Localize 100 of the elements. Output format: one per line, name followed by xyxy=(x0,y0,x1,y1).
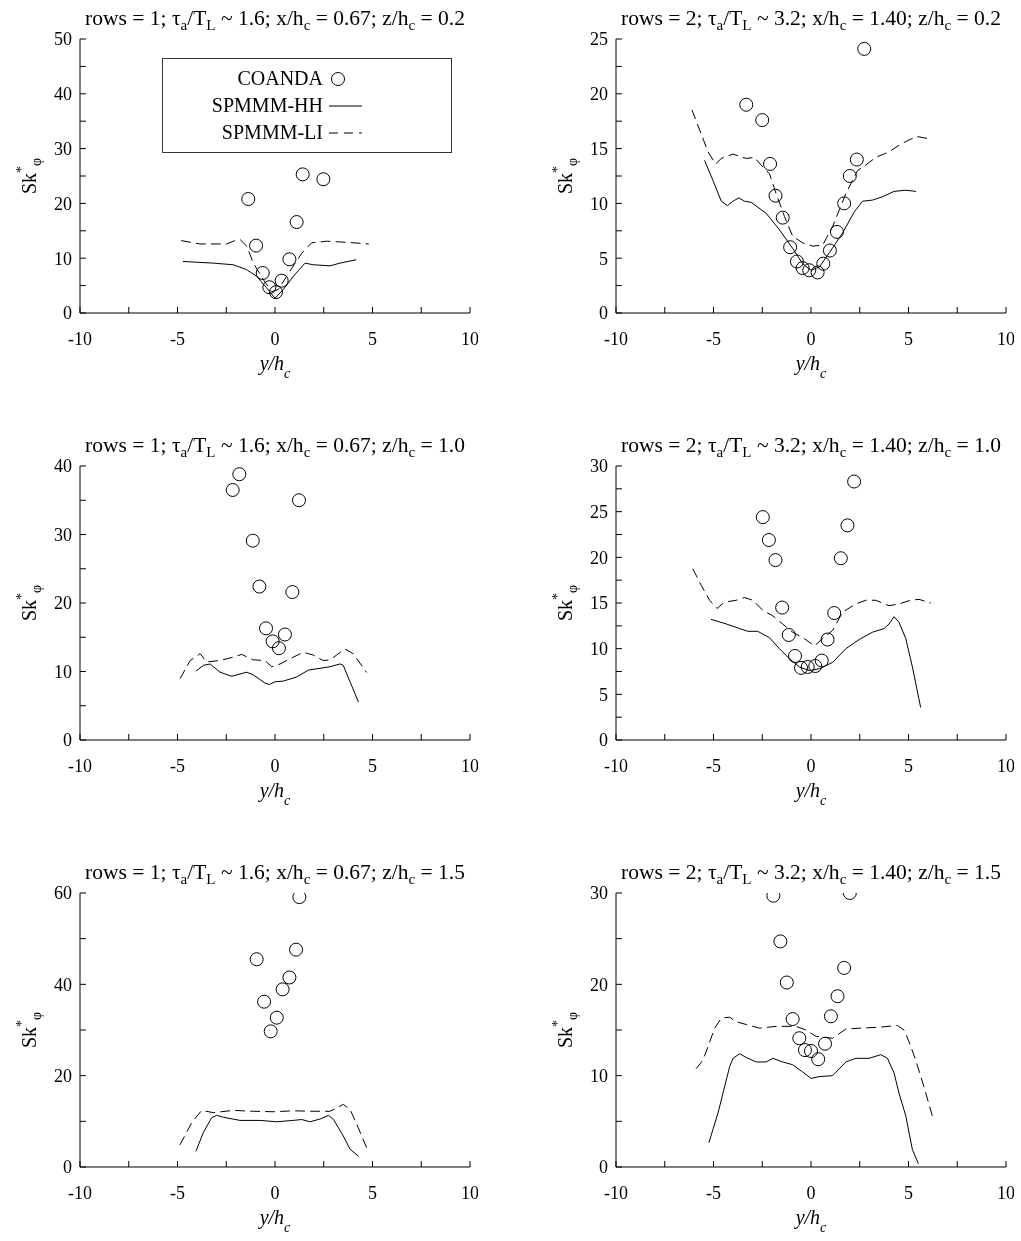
point xyxy=(275,982,290,997)
line-series xyxy=(710,616,922,708)
x-tick-label: 5 xyxy=(904,1182,913,1203)
x-tick-label: 0 xyxy=(806,755,816,776)
point xyxy=(837,960,852,975)
point xyxy=(837,196,852,211)
y-tick-label: 40 xyxy=(54,456,72,477)
point xyxy=(285,585,300,600)
y-tick-label: 60 xyxy=(54,883,72,904)
point xyxy=(277,627,292,642)
y-tick-label: 20 xyxy=(590,974,608,995)
legend-label: SPMMM-LI xyxy=(220,121,323,144)
chart-title: rows = 2; τ$_{a}$/T$_{L}$ ~ 3.2; x/h$_{c}$ = 1.40; z/h$_{c}$ = 0.2 xyxy=(621,6,1001,34)
x-axis-title: y/h$_{c}$ xyxy=(793,1206,828,1235)
point xyxy=(282,252,297,267)
y-tick-label: 0 xyxy=(599,303,608,324)
x-tick-label: 0 xyxy=(270,755,280,776)
point xyxy=(785,1012,800,1027)
x-tick-label: 0 xyxy=(270,1182,280,1203)
x-axis-title: y/h$_{c}$ xyxy=(793,779,828,808)
point xyxy=(289,942,304,957)
legend-label: SPMMM-HH xyxy=(210,94,323,117)
chart-title: rows = 2; τ$_{a}$/T$_{L}$ ~ 3.2; x/h$_{c}$ = 1.40; z/h$_{c}$ = 1.0 xyxy=(621,433,1001,461)
y-tick-label: 20 xyxy=(54,593,72,614)
x-tick-label: 5 xyxy=(904,755,913,776)
point xyxy=(783,240,798,255)
line-series xyxy=(179,1103,368,1149)
x-tick-label: -10 xyxy=(604,1182,628,1203)
point xyxy=(840,518,855,533)
point xyxy=(822,243,837,258)
line-series xyxy=(708,1053,919,1164)
x-axis-title: y/h$_{c}$ xyxy=(257,779,292,808)
point xyxy=(282,970,297,985)
x-axis-title: y/h$_{c}$ xyxy=(793,352,828,381)
point xyxy=(847,474,862,489)
x-tick-label: -10 xyxy=(68,328,92,349)
point xyxy=(269,1010,284,1025)
y-tick-label: 50 xyxy=(54,29,72,50)
x-axis-title: y/h$_{c}$ xyxy=(257,1206,292,1235)
y-tick-label: 10 xyxy=(54,248,72,269)
y-tick-label: 30 xyxy=(590,883,608,904)
x-tick-label: 5 xyxy=(368,328,377,349)
point xyxy=(263,1024,278,1039)
x-tick-label: 0 xyxy=(806,1182,816,1203)
point xyxy=(775,210,790,225)
chart-title: rows = 1; τ$_{a}$/T$_{L}$ ~ 1.6; x/h$_{c}$ = 0.67; z/h$_{c}$ = 0.2 xyxy=(85,6,465,34)
x-tick-label: 5 xyxy=(904,328,913,349)
x-tick-label: 5 xyxy=(368,755,377,776)
y-tick-label: 15 xyxy=(590,593,608,614)
chart-title: rows = 1; τ$_{a}$/T$_{L}$ ~ 1.6; x/h$_{c}$ = 0.67; z/h$_{c}$ = 1.0 xyxy=(85,433,465,461)
point xyxy=(755,510,770,525)
point xyxy=(295,167,310,182)
legend-label: COANDA xyxy=(236,67,323,90)
point xyxy=(823,1009,838,1024)
point xyxy=(245,533,260,548)
point xyxy=(827,606,842,621)
point xyxy=(781,627,796,642)
point xyxy=(289,215,304,230)
y-tick-label: 5 xyxy=(599,248,608,269)
x-tick-label: -10 xyxy=(604,755,628,776)
point xyxy=(274,273,289,288)
point xyxy=(249,238,264,253)
x-tick-label: -10 xyxy=(604,328,628,349)
point xyxy=(252,579,267,594)
y-tick-label: 20 xyxy=(590,547,608,568)
x-tick-label: -5 xyxy=(706,328,721,349)
y-tick-label: 10 xyxy=(54,661,72,682)
y-tick-label: 10 xyxy=(590,193,608,214)
y-tick-label: 30 xyxy=(54,524,72,545)
x-tick-label: 10 xyxy=(997,1182,1015,1203)
point xyxy=(241,192,256,207)
point xyxy=(763,156,778,171)
point xyxy=(773,934,788,949)
point xyxy=(810,265,825,280)
point xyxy=(249,952,264,967)
point xyxy=(755,113,770,128)
y-tick-label: 0 xyxy=(63,730,72,751)
y-tick-label: 0 xyxy=(63,303,72,324)
point xyxy=(833,551,848,566)
y-tick-label: 30 xyxy=(54,138,72,159)
point xyxy=(811,1052,826,1067)
x-tick-label: 10 xyxy=(997,328,1015,349)
point xyxy=(802,263,817,278)
y-tick-label: 0 xyxy=(599,1157,608,1178)
point xyxy=(739,97,754,112)
point xyxy=(820,632,835,647)
point xyxy=(792,1031,807,1046)
y-tick-label: 30 xyxy=(590,456,608,477)
x-tick-label: 0 xyxy=(806,328,816,349)
x-tick-label: 10 xyxy=(461,328,479,349)
point xyxy=(788,648,803,663)
y-tick-label: 20 xyxy=(54,1066,72,1087)
point xyxy=(291,493,306,508)
point xyxy=(768,188,783,203)
point xyxy=(761,532,776,547)
point xyxy=(789,254,804,269)
point xyxy=(818,1036,833,1051)
point xyxy=(255,266,270,280)
x-tick-label: -10 xyxy=(68,755,92,776)
point xyxy=(830,989,845,1004)
